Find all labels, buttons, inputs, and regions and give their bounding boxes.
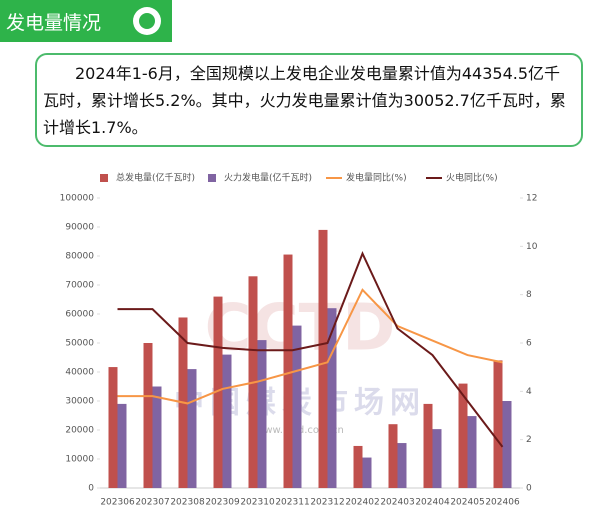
line bbox=[117, 288, 503, 405]
legend-swatch bbox=[100, 174, 108, 182]
header: 发电量情况 bbox=[0, 0, 172, 42]
bar bbox=[397, 443, 407, 488]
bar bbox=[318, 229, 328, 488]
y-tick-label: 90000 bbox=[65, 223, 94, 233]
y-tick-label: 40000 bbox=[65, 368, 94, 378]
bar bbox=[152, 386, 162, 488]
x-tick-label: 202307 bbox=[135, 498, 169, 508]
x-tick-label: 202309 bbox=[205, 498, 240, 508]
y2-tick-label: 4 bbox=[526, 387, 532, 397]
y2-tick-label: 0 bbox=[526, 484, 532, 494]
bar bbox=[467, 416, 477, 488]
y-tick-label: 80000 bbox=[65, 252, 94, 262]
line bbox=[117, 251, 504, 448]
x-tick-label: 202308 bbox=[170, 498, 205, 508]
x-tick-label: 202405 bbox=[450, 498, 484, 508]
bar bbox=[362, 457, 372, 488]
bar bbox=[143, 343, 153, 488]
header-title: 发电量情况 bbox=[6, 12, 102, 34]
bar bbox=[257, 340, 267, 488]
bar bbox=[432, 429, 442, 488]
chart: CCTD中国煤炭市场网www.cctd.com.cn01000020000300… bbox=[60, 172, 538, 508]
legend-swatch bbox=[208, 174, 216, 182]
legend-label: 火力发电量(亿千瓦时) bbox=[224, 172, 312, 184]
legend-label: 总发电量(亿千瓦时) bbox=[116, 172, 195, 184]
bar bbox=[423, 403, 433, 488]
y2-tick-label: 8 bbox=[526, 290, 532, 300]
bar bbox=[493, 360, 503, 488]
bar bbox=[353, 445, 363, 488]
y2-tick-label: 6 bbox=[526, 339, 532, 349]
x-tick-label: 202312 bbox=[310, 498, 344, 508]
bar bbox=[502, 401, 512, 488]
bar bbox=[458, 383, 468, 488]
x-tick-label: 202402 bbox=[345, 498, 379, 508]
bar bbox=[187, 369, 197, 488]
bar bbox=[108, 367, 118, 488]
y2-tick-label: 2 bbox=[526, 435, 532, 445]
bar bbox=[117, 403, 127, 488]
y-tick-label: 100000 bbox=[60, 194, 95, 204]
y-tick-label: 10000 bbox=[65, 455, 94, 465]
bar bbox=[222, 354, 232, 488]
bar bbox=[213, 296, 223, 488]
y-tick-label: 30000 bbox=[65, 397, 94, 407]
y-tick-label: 20000 bbox=[65, 426, 94, 436]
header-icon bbox=[133, 7, 161, 35]
x-tick-label: 202311 bbox=[275, 498, 309, 508]
y2-tick-label: 10 bbox=[526, 242, 538, 252]
y-tick-label: 70000 bbox=[65, 281, 94, 291]
legend-label: 发电量同比(%) bbox=[346, 172, 407, 184]
summary-box: 2024年1-6月，全国规模以上发电企业发电量累计值为44354.5亿千瓦时，累… bbox=[35, 53, 583, 147]
x-tick-label: 202310 bbox=[240, 498, 275, 508]
y-tick-label: 60000 bbox=[65, 310, 94, 320]
x-tick-label: 202403 bbox=[380, 498, 414, 508]
y2-tick-label: 12 bbox=[526, 194, 537, 204]
bar bbox=[327, 308, 337, 488]
x-tick-label: 202404 bbox=[415, 498, 450, 508]
bar bbox=[283, 254, 293, 488]
x-tick-label: 202406 bbox=[485, 498, 520, 508]
bar bbox=[292, 325, 302, 488]
y-tick-label: 0 bbox=[88, 484, 94, 494]
bar bbox=[388, 424, 398, 488]
legend-label: 火电同比(%) bbox=[446, 172, 498, 184]
y-tick-label: 50000 bbox=[65, 339, 94, 349]
x-tick-label: 202306 bbox=[100, 498, 135, 508]
summary-text: 2024年1-6月，全国规模以上发电企业发电量累计值为44354.5亿千瓦时，累… bbox=[43, 64, 566, 137]
